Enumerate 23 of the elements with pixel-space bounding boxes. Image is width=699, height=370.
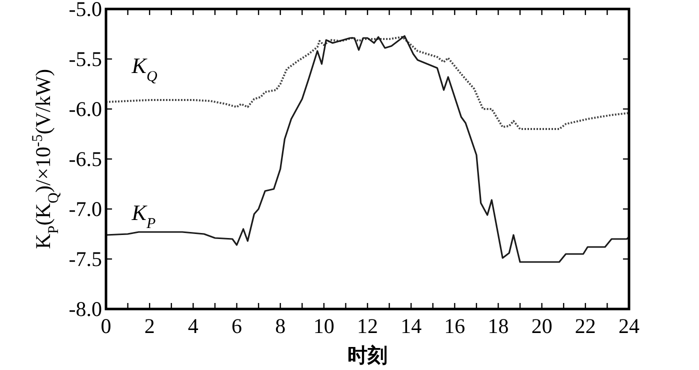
x-tick-label: 16 (444, 314, 466, 338)
x-tick-label: 14 (400, 314, 422, 338)
y-tick-label: -5.5 (68, 47, 102, 71)
y-tick-label: -7.0 (68, 197, 102, 221)
y-tick-label: -6.5 (68, 147, 102, 171)
x-tick-label: 0 (100, 314, 112, 338)
y-tick-label: -7.5 (68, 247, 102, 271)
y-tick-label: -5.0 (68, 0, 102, 21)
x-tick-label: 12 (357, 314, 378, 338)
x-tick-label: 18 (488, 314, 509, 338)
x-tick-label: 4 (188, 314, 199, 338)
series-label: K$_{Q}$ (130, 53, 158, 85)
x-tick-label: 10 (313, 314, 334, 338)
x-tick-label: 22 (574, 314, 596, 338)
y-tick-label: -6.0 (68, 97, 102, 121)
x-tick-label: 2 (144, 314, 155, 338)
series-label: K$_{P}$ (130, 200, 156, 232)
x-axis-title: 时刻 (348, 343, 388, 367)
x-tick-label: 20 (531, 314, 552, 338)
y-tick-label: -8.0 (68, 297, 102, 321)
x-tick-label: 6 (232, 314, 242, 338)
x-tick-label: 24 (618, 314, 640, 338)
x-tick-label: 8 (275, 314, 286, 338)
